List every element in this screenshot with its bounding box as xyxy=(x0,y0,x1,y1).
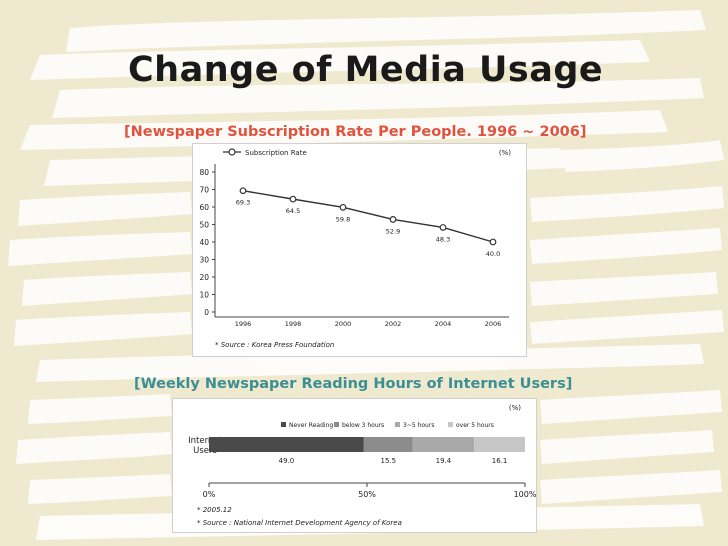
legend-label: 3~5 hours xyxy=(403,422,434,429)
line-x-tick-label: 1998 xyxy=(285,320,302,328)
data-label: 48.3 xyxy=(436,235,450,243)
line-y-tick-label: 20 xyxy=(199,273,209,282)
bar-chart-panel: (%) * 2005.12 * Source : National Intern… xyxy=(172,398,537,533)
line-y-tick-label: 30 xyxy=(199,256,209,265)
bar-note-source: * Source : National Internet Development… xyxy=(197,519,402,527)
line-y-tick-label: 10 xyxy=(199,291,209,300)
bar-segment xyxy=(412,437,475,452)
bar-category-line-2: Users xyxy=(193,446,217,456)
legend-label: over 5 hours xyxy=(456,422,494,429)
line-y-tick-label: 70 xyxy=(199,186,209,195)
legend-marker xyxy=(228,148,236,156)
legend-swatch xyxy=(334,422,339,427)
line-y-tick-label: 60 xyxy=(199,203,209,212)
bar-note-date: * 2005.12 xyxy=(197,506,232,514)
bar-unit-label: (%) xyxy=(509,404,521,412)
line-source-note: * Source : Korea Press Foundation xyxy=(215,341,334,349)
line-y-tick-label: 80 xyxy=(199,168,209,177)
bar-segment xyxy=(209,437,364,452)
line-y-tick-label: 50 xyxy=(199,221,209,230)
legend-swatch xyxy=(281,422,286,427)
data-point xyxy=(289,195,297,203)
stacked-bar-chart: (%) * 2005.12 * Source : National Intern… xyxy=(188,404,537,527)
segment-label: 15.5 xyxy=(381,457,397,465)
line-chart: Subscription Rate (%) * Source : Korea P… xyxy=(199,148,511,349)
line-chart-subtitle: [Newspaper Subscription Rate Per People.… xyxy=(124,124,587,140)
line-y-tick-label: 40 xyxy=(199,238,209,247)
data-label: 59.8 xyxy=(336,215,350,223)
segment-label: 49.0 xyxy=(279,457,295,465)
data-point xyxy=(339,203,347,211)
legend-label: below 3 hours xyxy=(342,422,384,429)
data-point xyxy=(439,224,447,231)
bar-category-line-1: Internet xyxy=(188,436,222,446)
bar-segment xyxy=(363,437,413,452)
data-label: 64.5 xyxy=(286,207,300,215)
data-label: 69.3 xyxy=(236,199,250,207)
bar-segment xyxy=(474,437,525,452)
line-x-tick-label: 2002 xyxy=(385,320,402,328)
line-x-tick-label: 2006 xyxy=(485,320,502,328)
data-label: 52.9 xyxy=(386,227,400,235)
line-y-tick-label: 0 xyxy=(204,308,209,317)
data-point xyxy=(489,238,497,246)
line-x-tick-label: 1996 xyxy=(235,320,252,328)
segment-label: 19.4 xyxy=(436,457,452,465)
line-unit-label: (%) xyxy=(499,149,511,157)
legend-label: Never Reading xyxy=(289,422,333,429)
series-line-subscription-rate xyxy=(242,190,494,243)
slide-title: Change of Media Usage xyxy=(128,50,604,90)
bar-chart-subtitle: [Weekly Newspaper Reading Hours of Inter… xyxy=(134,376,573,392)
bar-x-tick-label: 50% xyxy=(358,490,376,499)
bar-x-tick-label: 100% xyxy=(514,490,536,499)
segment-label: 16.1 xyxy=(492,457,508,465)
line-x-tick-label: 2004 xyxy=(435,320,452,328)
data-label: 40.0 xyxy=(486,250,500,258)
bar-x-tick-label: 0% xyxy=(203,490,216,499)
line-chart-panel: Subscription Rate (%) * Source : Korea P… xyxy=(192,143,527,357)
data-point xyxy=(239,187,247,195)
data-point xyxy=(389,216,397,223)
legend-swatch xyxy=(395,422,400,427)
line-legend-label: Subscription Rate xyxy=(245,149,307,157)
line-x-tick-label: 2000 xyxy=(335,320,352,328)
legend-swatch xyxy=(448,422,453,427)
